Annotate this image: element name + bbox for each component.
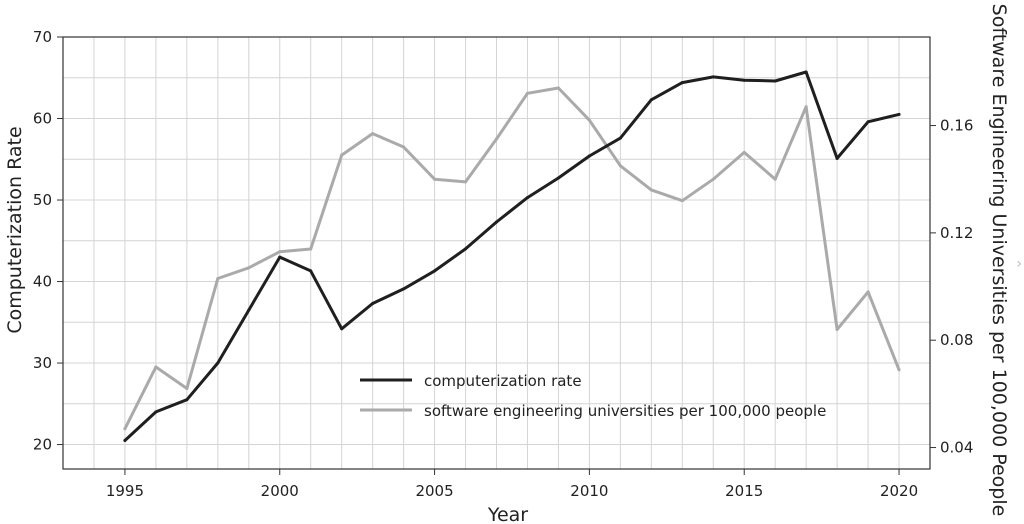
series-layer — [123, 70, 901, 442]
data-point-universities — [835, 327, 839, 331]
data-point-computerization — [618, 136, 622, 140]
x-tick-label: 2015 — [725, 482, 763, 500]
data-point-computerization — [680, 81, 684, 85]
data-point-universities — [742, 150, 746, 154]
data-point-computerization — [464, 247, 468, 251]
data-point-universities — [247, 266, 251, 270]
right-tick-label: 0.04 — [940, 439, 973, 457]
data-point-computerization — [123, 438, 127, 442]
data-point-universities — [866, 290, 870, 294]
plot-frame — [62, 36, 931, 470]
data-point-computerization — [711, 75, 715, 79]
x-tick-label: 1995 — [106, 482, 144, 500]
data-point-universities — [309, 247, 313, 251]
data-point-universities — [773, 177, 777, 181]
data-point-computerization — [866, 120, 870, 124]
left-tick-label: 30 — [33, 354, 52, 372]
right-tick-label: 0.12 — [940, 224, 973, 242]
data-point-computerization — [835, 156, 839, 160]
data-point-universities — [154, 365, 158, 369]
data-point-universities — [618, 164, 622, 168]
chevron-right-icon: › — [1016, 256, 1022, 272]
data-point-universities — [495, 137, 498, 141]
left-tick-label: 70 — [33, 28, 52, 46]
legend: computerization rate software engineerin… — [360, 372, 826, 420]
data-point-computerization — [185, 398, 189, 402]
data-point-universities — [897, 368, 901, 372]
left-tick-label: 20 — [33, 436, 52, 454]
data-point-computerization — [742, 78, 746, 82]
left-tick-label: 50 — [33, 191, 52, 209]
data-point-computerization — [525, 196, 529, 200]
x-tick-label: 2020 — [880, 482, 918, 500]
data-point-universities — [340, 153, 344, 157]
data-point-computerization — [371, 302, 375, 306]
left-axis-ticks: 20 30 40 50 60 70 — [33, 28, 63, 454]
data-point-universities — [525, 91, 529, 95]
data-point-computerization — [309, 269, 313, 273]
left-axis-title: Computerization Rate — [4, 126, 26, 333]
data-point-universities — [216, 276, 220, 280]
series-line-computerization — [123, 70, 901, 442]
legend-label-computerization: computerization rate — [424, 372, 582, 390]
data-point-universities — [711, 177, 715, 181]
data-point-universities — [402, 145, 406, 149]
x-axis-ticks: 1995 2000 2005 2010 2015 2020 — [106, 469, 918, 500]
data-point-computerization — [402, 287, 406, 291]
data-point-universities — [587, 118, 591, 122]
data-point-computerization — [247, 308, 251, 312]
data-point-computerization — [340, 327, 344, 331]
data-point-computerization — [587, 154, 591, 158]
data-point-computerization — [278, 255, 282, 259]
data-point-universities — [464, 180, 468, 184]
data-point-computerization — [433, 269, 437, 273]
x-tick-label: 2010 — [570, 482, 608, 500]
data-point-universities — [556, 86, 560, 90]
data-point-computerization — [897, 112, 901, 116]
left-tick-label: 40 — [33, 273, 52, 291]
x-axis-title: Year — [487, 504, 528, 524]
right-tick-label: 0.08 — [940, 331, 973, 349]
data-point-universities — [371, 132, 375, 136]
left-tick-label: 60 — [33, 110, 52, 128]
data-point-computerization — [773, 79, 777, 83]
right-axis-title: Software Engineering Universities per 10… — [988, 4, 1010, 517]
data-point-universities — [278, 250, 282, 254]
data-point-universities — [649, 188, 653, 192]
right-tick-label: 0.16 — [940, 117, 973, 135]
data-point-universities — [680, 199, 684, 203]
series-line-universities — [123, 86, 901, 431]
data-point-computerization — [556, 176, 560, 180]
data-point-computerization — [649, 98, 653, 102]
data-point-universities — [123, 427, 127, 431]
legend-label-universities: software engineering universities per 10… — [424, 402, 826, 420]
x-tick-label: 2005 — [415, 482, 453, 500]
data-point-computerization — [495, 220, 498, 224]
data-point-computerization — [216, 361, 220, 365]
data-point-universities — [433, 177, 437, 181]
data-point-universities — [185, 387, 189, 391]
data-point-computerization — [154, 410, 158, 414]
data-point-universities — [804, 105, 808, 109]
data-point-computerization — [804, 70, 808, 74]
right-axis-ticks: 0.04 0.08 0.12 0.16 — [930, 117, 973, 457]
x-tick-label: 2000 — [261, 482, 299, 500]
